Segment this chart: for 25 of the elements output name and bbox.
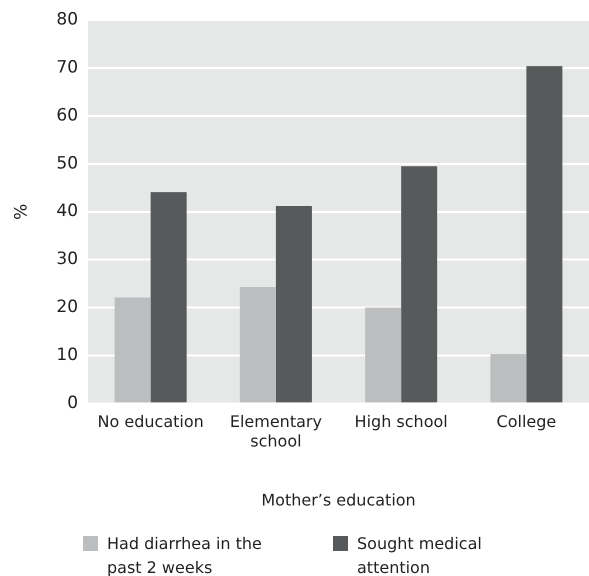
bar	[490, 354, 526, 402]
y-tick-label: 60	[56, 105, 78, 126]
bar	[401, 166, 438, 402]
y-tick-label: 40	[56, 201, 78, 222]
legend-label: Sought medical attention	[357, 533, 483, 576]
bar	[150, 192, 187, 402]
y-tick-label: 10	[56, 344, 78, 365]
x-tick-label: High school	[354, 412, 448, 432]
x-axis-title: Mother’s education	[261, 490, 416, 510]
legend-label: Had diarrhea in the past 2 weeks	[107, 533, 263, 576]
x-tick-label: No education	[98, 412, 204, 432]
bar	[114, 298, 151, 402]
y-tick-label: 0	[67, 392, 78, 413]
bar	[276, 206, 312, 402]
bar	[526, 66, 562, 402]
x-tick-label: College	[496, 412, 556, 432]
y-tick-label: 30	[56, 249, 78, 270]
x-tick-label: Elementary school	[230, 412, 322, 450]
bar	[240, 287, 276, 402]
y-tick-label: 20	[56, 297, 78, 318]
y-tick-label: 50	[56, 153, 78, 174]
y-axis-title: %	[12, 204, 32, 220]
y-tick-label: 80	[56, 10, 78, 30]
bar	[365, 308, 402, 402]
y-tick-label: 70	[56, 58, 78, 78]
